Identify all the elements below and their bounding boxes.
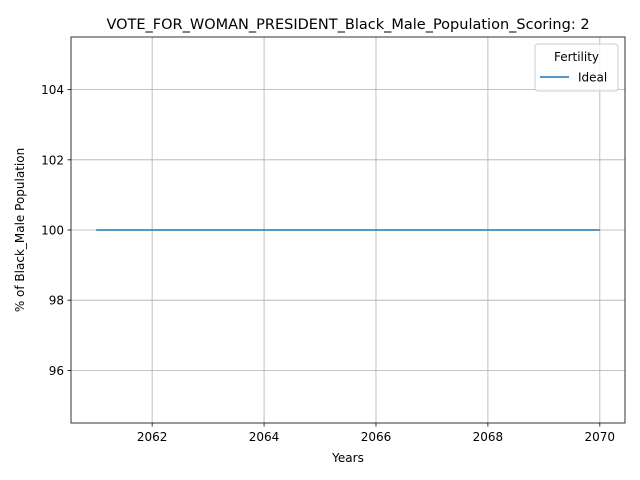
y-tick-label: 98 — [49, 294, 64, 308]
y-tick-label: 104 — [41, 83, 64, 97]
x-tick-label: 2064 — [249, 430, 280, 444]
y-axis-title: % of Black_Male Population — [13, 148, 27, 312]
x-axis-title: Years — [331, 451, 364, 465]
axis-ticks: 2062 2064 2066 2068 2070 96 98 100 102 104 — [41, 83, 615, 444]
x-tick-label: 2070 — [585, 430, 616, 444]
legend-box — [534, 43, 619, 92]
y-tick-label: 102 — [41, 153, 64, 167]
y-tick-label: 100 — [41, 224, 64, 238]
legend-label-ideal: Ideal — [578, 71, 607, 85]
x-tick-label: 2062 — [137, 430, 168, 444]
chart-title: VOTE_FOR_WOMAN_PRESIDENT_Black_Male_Popu… — [106, 17, 589, 33]
x-tick-label: 2068 — [473, 430, 504, 444]
x-tick-label: 2066 — [361, 430, 392, 444]
legend: Fertility Ideal — [534, 43, 619, 92]
y-tick-label: 96 — [49, 364, 64, 378]
legend-title: Fertility — [554, 50, 599, 64]
